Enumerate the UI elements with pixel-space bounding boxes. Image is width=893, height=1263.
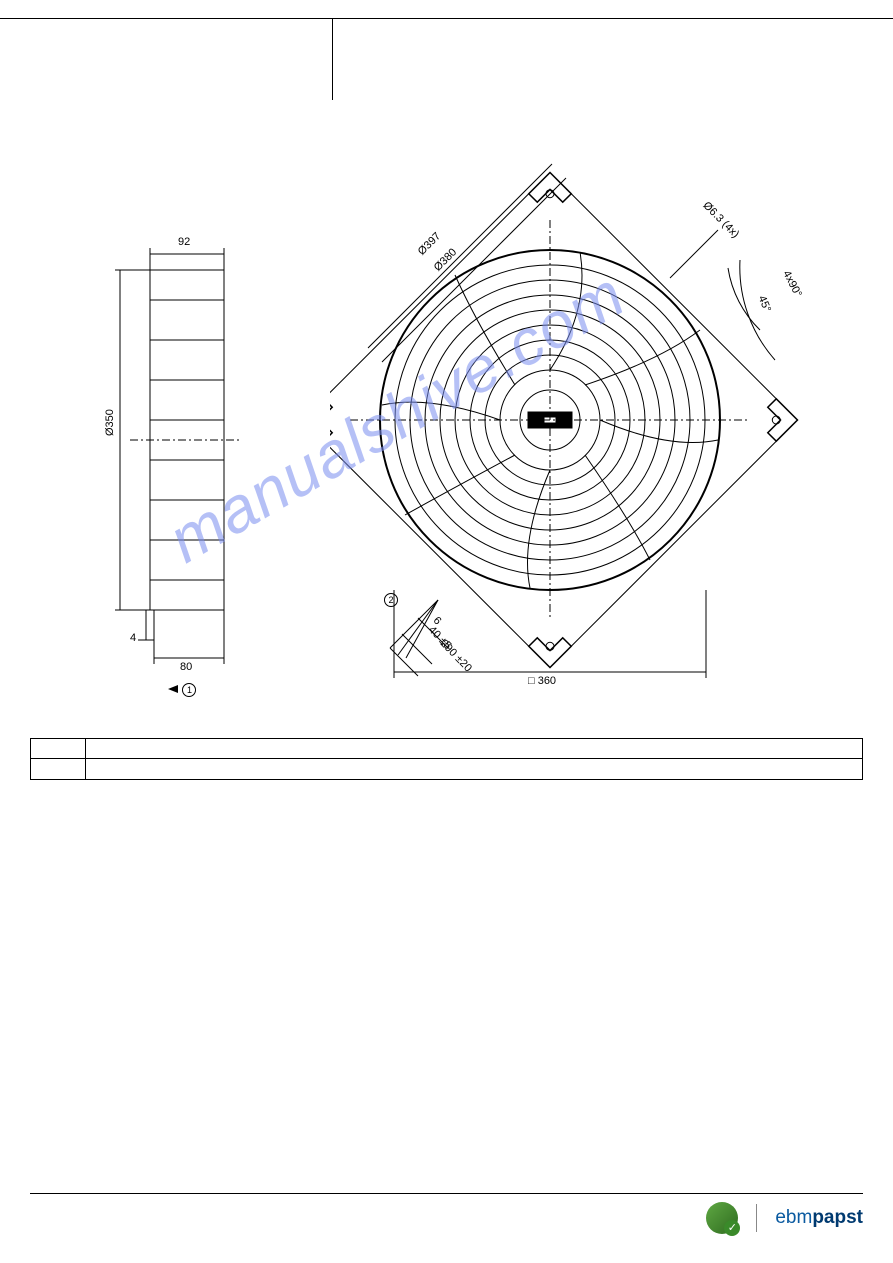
table-row bbox=[31, 739, 862, 759]
brand-bold: papst bbox=[812, 1207, 863, 1228]
greentech-badge-icon bbox=[706, 1202, 738, 1234]
side-view-svg bbox=[90, 240, 260, 680]
technical-drawing: 92 Ø350 80 4 1 bbox=[30, 140, 863, 720]
callout-2-wrap: 2 bbox=[384, 590, 398, 608]
legend-num bbox=[31, 739, 86, 758]
front-view-svg bbox=[330, 160, 810, 720]
header-rule bbox=[0, 18, 893, 19]
callout-1: 1 bbox=[182, 683, 196, 697]
front-view: Ø397 Ø380 Ø6.3 (4x) 45° 4x90° □ 360 6 40… bbox=[330, 160, 810, 690]
dim-92: 92 bbox=[178, 236, 190, 248]
brand-logo: ebmpapst bbox=[775, 1207, 863, 1229]
side-view: 92 Ø350 80 4 1 bbox=[90, 240, 260, 660]
header-divider bbox=[332, 18, 333, 100]
table-row bbox=[31, 759, 862, 779]
arrow-icon bbox=[168, 685, 178, 693]
legend-table bbox=[30, 738, 863, 780]
dim-80: 80 bbox=[180, 661, 192, 673]
airflow-indicator: 1 bbox=[168, 680, 196, 698]
brand-light: ebm bbox=[775, 1207, 812, 1228]
callout-2: 2 bbox=[384, 593, 398, 607]
dim-350: Ø350 bbox=[104, 409, 116, 436]
footer-divider bbox=[756, 1204, 757, 1232]
legend-num bbox=[31, 759, 86, 779]
legend-text bbox=[86, 759, 862, 779]
legend-text bbox=[86, 739, 862, 758]
dim-360: □ 360 bbox=[528, 675, 556, 687]
dim-4: 4 bbox=[130, 632, 136, 644]
footer: ebmpapst bbox=[30, 1193, 863, 1233]
